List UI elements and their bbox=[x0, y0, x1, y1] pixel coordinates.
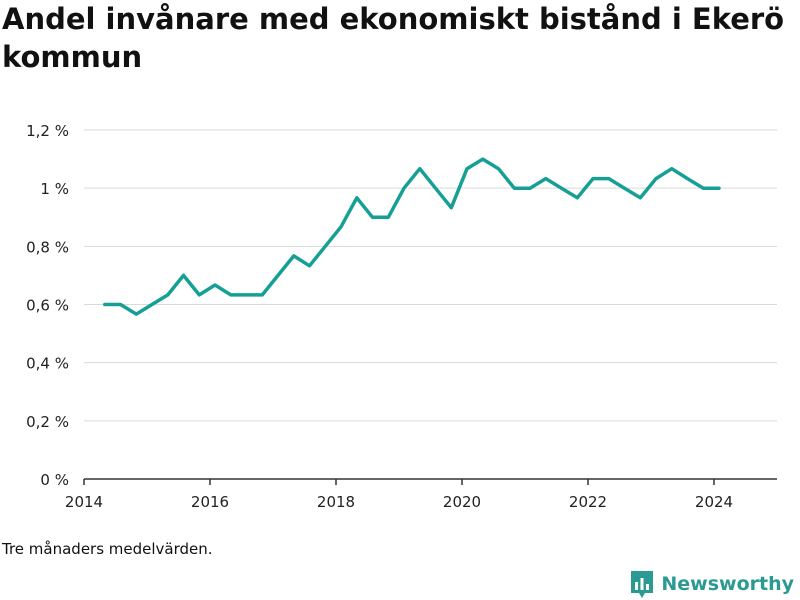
brand[interactable]: Newsworthy bbox=[629, 568, 794, 600]
chart-title: Andel invånare med ekonomiskt bistånd i … bbox=[2, 2, 785, 74]
series-line bbox=[103, 157, 721, 316]
x-tick-label: 2018 bbox=[317, 493, 355, 511]
x-tick-label: 2022 bbox=[569, 493, 607, 511]
y-tick-label: 0,2 % bbox=[26, 413, 69, 431]
x-axis bbox=[83, 478, 777, 485]
x-tick-label: 2016 bbox=[191, 493, 229, 511]
footnote: Tre månaders medelvärden. bbox=[2, 540, 213, 558]
newsworthy-logo-icon bbox=[631, 571, 654, 598]
y-axis-labels: 0 % 0,2 % 0,4 % 0,6 % 0,8 % 1 % 1,2 % bbox=[26, 122, 69, 489]
y-tick-label: 1 % bbox=[40, 180, 69, 198]
x-tick-label: 2024 bbox=[695, 493, 733, 511]
series-layer bbox=[103, 157, 721, 316]
x-tick-label: 2014 bbox=[65, 493, 103, 511]
x-axis-labels: 2014 2016 2018 2020 2022 2024 bbox=[65, 493, 733, 511]
x-tick-label: 2020 bbox=[443, 493, 481, 511]
y-tick-label: 0,8 % bbox=[26, 238, 69, 256]
y-tick-label: 0 % bbox=[40, 471, 69, 489]
brand-name: Newsworthy bbox=[661, 573, 794, 595]
gridlines bbox=[84, 129, 777, 422]
y-tick-label: 1,2 % bbox=[26, 122, 69, 140]
y-tick-label: 0,4 % bbox=[26, 355, 69, 373]
y-tick-label: 0,6 % bbox=[26, 297, 69, 315]
